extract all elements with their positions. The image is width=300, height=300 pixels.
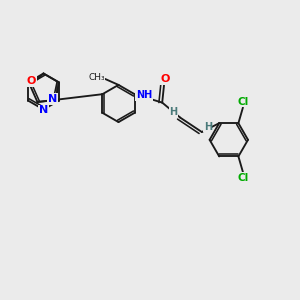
Text: H: H — [204, 122, 212, 132]
Text: N: N — [39, 105, 48, 116]
Text: O: O — [27, 76, 36, 86]
Text: Cl: Cl — [238, 97, 249, 106]
Text: H: H — [169, 106, 178, 117]
Text: Cl: Cl — [238, 173, 249, 183]
Text: CH₃: CH₃ — [88, 73, 105, 82]
Text: N: N — [48, 94, 57, 104]
Text: NH: NH — [136, 90, 152, 100]
Text: O: O — [160, 74, 170, 84]
